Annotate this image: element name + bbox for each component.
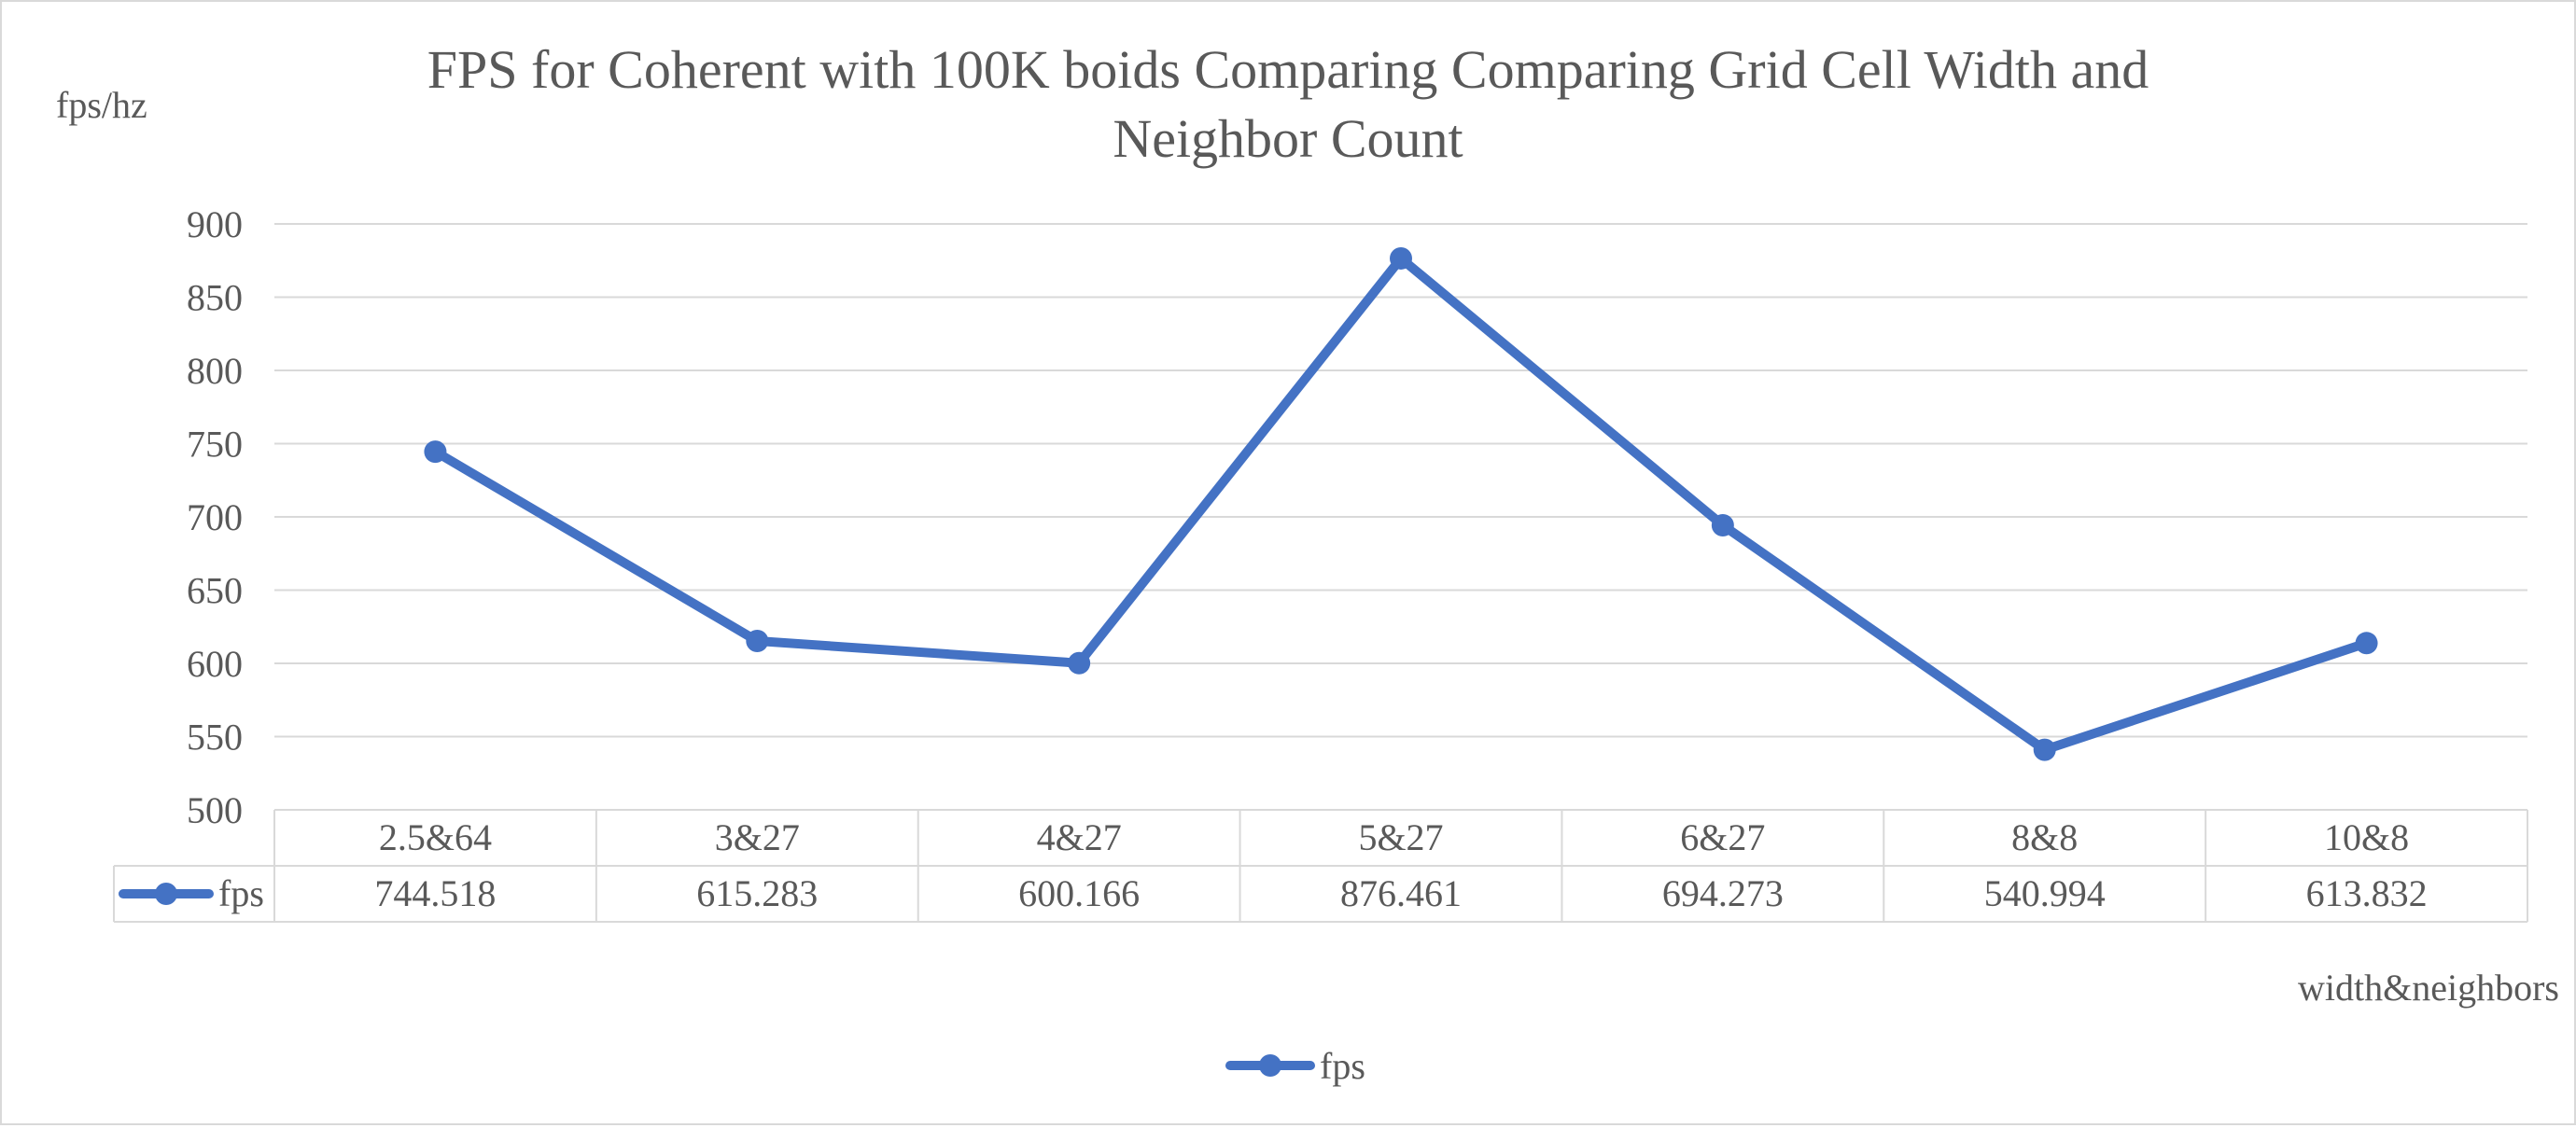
y-tick-label: 600 (187, 643, 243, 685)
legend-label: fps (1320, 1045, 1365, 1087)
gridlines (274, 223, 2527, 738)
legend-key-marker (1259, 1054, 1281, 1077)
y-axis-ticks: 500 550 600 650 700 750 800 850 900 (187, 203, 243, 831)
data-table-value: 600.166 (1018, 872, 1140, 914)
table-legend-key-marker (155, 883, 177, 905)
y-tick-label: 500 (187, 789, 243, 831)
chart-title-line-2: Neighbor Count (1113, 108, 1463, 169)
x-category-label: 6&27 (1680, 816, 1765, 858)
data-table-value: 876.461 (1340, 872, 1462, 914)
y-tick-label: 750 (187, 424, 243, 466)
x-category-label: 4&27 (1037, 816, 1122, 858)
data-table-value: 613.832 (2306, 872, 2428, 914)
legend: fps (1225, 1045, 1365, 1087)
x-axis-label: width&neighbors (2298, 967, 2559, 1009)
data-point (1390, 246, 1412, 270)
series-fps (424, 246, 2378, 761)
x-category-label: 2.5&64 (379, 816, 492, 858)
y-tick-label: 800 (187, 350, 243, 392)
data-point (746, 630, 769, 653)
series-line (430, 253, 2372, 755)
data-point (1068, 651, 1091, 675)
data-point (2355, 632, 2378, 655)
table-series-name: fps (218, 872, 264, 914)
y-tick-label: 550 (187, 717, 243, 759)
chart-title-line-1: FPS for Coherent with 100K boids Compari… (427, 39, 2149, 100)
data-table-value: 744.518 (374, 872, 496, 914)
data-point (2033, 738, 2056, 761)
y-axis-label: fps/hz (56, 84, 147, 126)
data-table-value: 694.273 (1662, 872, 1784, 914)
y-tick-label: 700 (187, 496, 243, 538)
data-table-value: 540.994 (1984, 872, 2106, 914)
data-table-value: 615.283 (696, 872, 818, 914)
y-tick-label: 650 (187, 570, 243, 612)
x-category-label: 3&27 (715, 816, 800, 858)
y-tick-label: 900 (187, 203, 243, 245)
data-point (1711, 513, 1734, 536)
x-category-label: 10&8 (2324, 816, 2409, 858)
data-table: 2.5&64 3&27 4&27 5&27 6&27 8&8 10&8 744.518 615.… (113, 809, 2528, 923)
data-point (424, 440, 447, 464)
y-tick-label: 850 (187, 277, 243, 319)
x-category-label: 8&8 (2011, 816, 2078, 858)
x-category-label: 5&27 (1358, 816, 1443, 858)
